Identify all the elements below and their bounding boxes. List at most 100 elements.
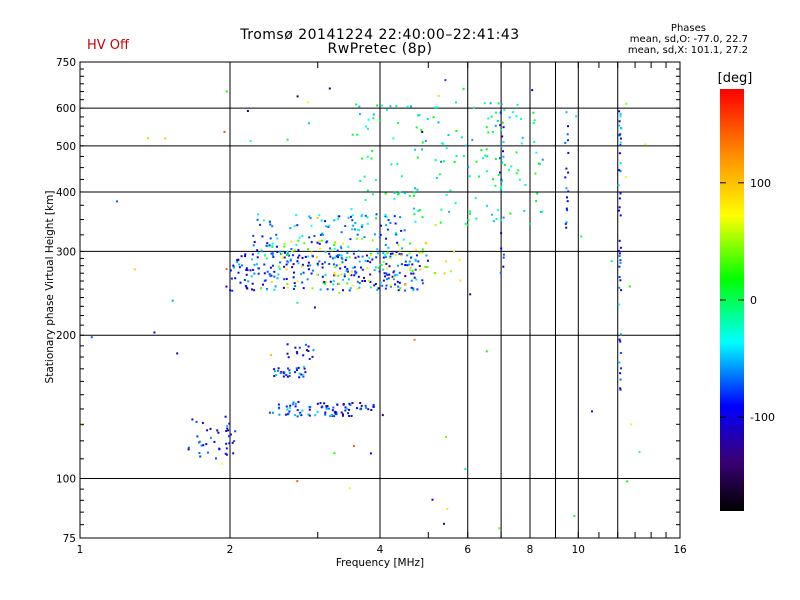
echo-point	[491, 213, 493, 216]
echo-point	[385, 237, 387, 240]
echo-point	[338, 282, 341, 285]
echo-point	[520, 142, 523, 145]
echo-point	[276, 251, 279, 253]
echo-point	[397, 244, 400, 247]
echo-point	[376, 248, 379, 251]
x-tick-label: 4	[377, 544, 384, 556]
echo-point	[334, 274, 337, 277]
echo-point	[251, 253, 254, 256]
echo-point	[412, 289, 415, 292]
echo-point	[499, 171, 501, 174]
echo-point	[199, 455, 202, 458]
echo-point	[313, 235, 316, 237]
y-tick-label: 500	[56, 141, 76, 153]
echo-point	[384, 215, 387, 218]
echo-point	[447, 134, 450, 136]
echo-point	[531, 89, 534, 92]
echo-point	[266, 288, 268, 291]
echo-point	[297, 239, 300, 242]
echo-point	[409, 266, 412, 269]
echo-point	[338, 263, 341, 266]
echo-point	[539, 211, 542, 213]
echo-point	[308, 358, 311, 360]
echo-point	[460, 136, 463, 139]
echo-point	[284, 413, 287, 416]
echo-point	[286, 343, 289, 346]
echo-point	[351, 214, 354, 217]
echo-point	[382, 252, 385, 255]
hv-status-label: HV Off	[87, 38, 129, 53]
echo-point	[492, 178, 494, 181]
echo-point	[415, 278, 418, 281]
echo-point	[358, 105, 361, 108]
echo-point	[304, 255, 307, 258]
echo-point	[298, 376, 301, 379]
echo-point	[402, 238, 405, 241]
echo-point	[390, 284, 393, 287]
echo-point	[503, 163, 506, 166]
echo-point	[410, 279, 413, 282]
echo-point	[286, 408, 289, 411]
echo-point	[236, 259, 239, 261]
echo-point	[275, 233, 278, 236]
echo-point	[375, 213, 378, 216]
echo-point	[501, 161, 504, 164]
echo-point	[437, 121, 440, 124]
echo-point	[307, 413, 310, 416]
echo-point	[304, 371, 307, 374]
echo-point	[239, 281, 242, 284]
echo-point	[357, 275, 360, 278]
echo-point	[233, 265, 236, 268]
echo-point	[442, 142, 445, 145]
echo-point	[384, 287, 387, 290]
echo-point	[380, 224, 382, 227]
echo-point	[464, 144, 467, 147]
echo-point	[326, 405, 329, 408]
echo-point	[359, 180, 362, 182]
echo-point	[361, 268, 364, 271]
echo-point	[296, 260, 299, 263]
echo-point	[302, 287, 305, 290]
echo-point	[435, 177, 438, 179]
echo-point	[275, 245, 278, 248]
echo-point	[404, 289, 406, 292]
echo-point	[285, 263, 288, 266]
echo-point	[511, 111, 514, 114]
echo-point	[299, 411, 302, 414]
echo-point	[283, 245, 286, 248]
echo-point	[410, 286, 413, 289]
echo-point	[310, 241, 313, 244]
echo-point	[286, 250, 289, 253]
echo-point	[288, 369, 291, 372]
echo-point	[329, 255, 332, 258]
echo-point	[564, 141, 567, 144]
echo-point	[286, 286, 289, 289]
echo-point	[395, 232, 397, 235]
echo-point	[500, 103, 503, 106]
echo-point	[238, 266, 241, 269]
echo-point	[618, 276, 621, 278]
echo-point	[268, 411, 271, 414]
echo-point	[377, 287, 380, 290]
echo-point	[372, 403, 375, 406]
echo-point	[404, 264, 407, 266]
echo-point	[310, 224, 313, 227]
echo-point	[333, 247, 336, 250]
echo-point	[361, 213, 364, 216]
echo-point	[618, 169, 621, 172]
echo-point	[205, 443, 208, 446]
echo-point	[288, 254, 290, 257]
echo-point	[297, 262, 300, 265]
echo-point	[340, 256, 343, 259]
echo-point	[494, 124, 497, 127]
echo-point	[321, 275, 324, 278]
echo-point	[411, 263, 414, 266]
echo-point	[370, 254, 372, 256]
echo-point	[321, 266, 324, 269]
echo-point	[200, 444, 203, 447]
echo-point	[412, 272, 415, 275]
echo-point	[424, 241, 427, 244]
echo-point	[347, 412, 349, 415]
echo-point	[398, 252, 401, 255]
echo-point	[353, 274, 356, 277]
